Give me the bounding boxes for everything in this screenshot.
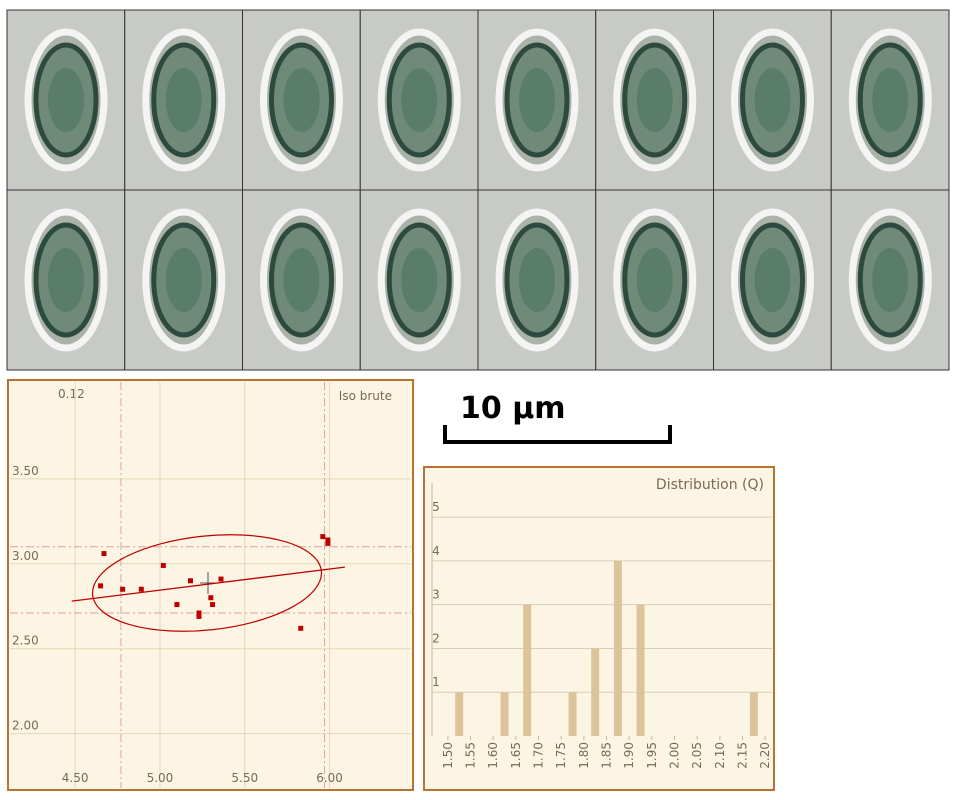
x-tick-label: 1.95	[645, 742, 659, 769]
y-tick-label: 2.00	[12, 719, 39, 733]
y-tick-label: 3	[432, 588, 440, 602]
point	[325, 540, 331, 546]
bar	[455, 692, 464, 736]
point	[325, 537, 331, 543]
x-tick-label: 1.50	[441, 742, 455, 769]
x-tick-label: 2.20	[758, 742, 772, 769]
histogram-panel	[423, 466, 775, 791]
x-tick-label: 1.60	[486, 742, 500, 769]
spore-core	[283, 68, 320, 132]
chart-label: Iso brute	[339, 389, 392, 403]
y-tick-label: 3.00	[12, 549, 39, 563]
bar	[749, 692, 758, 736]
point	[208, 595, 214, 601]
point	[196, 610, 202, 616]
bar	[591, 648, 600, 736]
bar	[523, 604, 532, 736]
trend-line	[71, 566, 345, 602]
spore-core	[401, 248, 438, 312]
x-tick-label: 2.05	[690, 742, 704, 769]
y-tick-label: 2	[432, 631, 440, 645]
spore-core	[754, 68, 791, 132]
spore-core	[48, 68, 84, 132]
scale-bar	[443, 425, 672, 444]
bar	[568, 692, 577, 736]
scale-bar-label: 10 µm	[460, 391, 566, 426]
point	[138, 586, 144, 592]
spore-core	[754, 248, 791, 312]
histogram-plot: 1 2 3 4 5 1.50 1.55 1.60 1.65 1.70 1.75 1.80 1.85 1.9…	[431, 483, 772, 769]
spore-core	[636, 68, 673, 132]
x-tick-label: 2.00	[668, 742, 682, 769]
confidence-ellipse	[91, 534, 323, 632]
spore-core	[48, 248, 84, 312]
x-tick-label: 1.75	[554, 742, 568, 769]
y-tick-label: 3.50	[12, 464, 39, 478]
spore-core	[519, 248, 555, 312]
point	[196, 613, 202, 619]
x-tick-label: 2.15	[736, 742, 750, 769]
y-tick-label: 2.50	[12, 634, 39, 648]
point	[160, 562, 166, 568]
bar	[500, 692, 509, 736]
bar	[636, 604, 645, 736]
spore-core	[165, 248, 202, 312]
x-tick-label: 2.10	[713, 742, 727, 769]
bar	[613, 560, 622, 736]
x-tick-label: 1.85	[600, 742, 614, 769]
spore-core	[165, 68, 202, 132]
point	[174, 602, 180, 608]
x-tick-label: 5.50	[231, 771, 258, 785]
point	[210, 602, 216, 608]
y-tick-label: 1	[432, 675, 440, 689]
point	[320, 534, 326, 540]
x-tick-label: 1.70	[532, 742, 546, 769]
spore-core	[636, 248, 673, 312]
point	[298, 625, 304, 631]
scatter-panel	[7, 379, 414, 791]
point	[218, 576, 224, 582]
x-tick-label: 1.55	[464, 742, 478, 769]
x-tick-label: 1.90	[622, 742, 636, 769]
spore-core	[401, 68, 438, 132]
x-tick-label: 4.50	[62, 771, 89, 785]
y-tick-label: 4	[432, 544, 440, 558]
x-tick-label: 5.00	[147, 771, 174, 785]
spore-core	[872, 248, 909, 312]
spore-core	[283, 248, 320, 312]
spore-core	[519, 68, 555, 132]
corner-label: 0.12	[58, 387, 85, 401]
scatter-plot: 4.50 5.00 5.50 6.00 2.00 2.50 3.00 3.50	[10, 382, 411, 788]
point	[98, 583, 104, 589]
point	[120, 586, 126, 592]
x-tick-label: 1.80	[577, 742, 591, 769]
chart-title: Distribution (Q)	[656, 477, 764, 493]
point	[101, 551, 107, 557]
spore-core	[872, 68, 909, 132]
spore-image-grid	[6, 9, 950, 371]
x-tick-label: 1.65	[509, 742, 523, 769]
y-tick-label: 5	[432, 500, 440, 514]
point	[187, 578, 193, 584]
x-tick-label: 6.00	[316, 771, 343, 785]
